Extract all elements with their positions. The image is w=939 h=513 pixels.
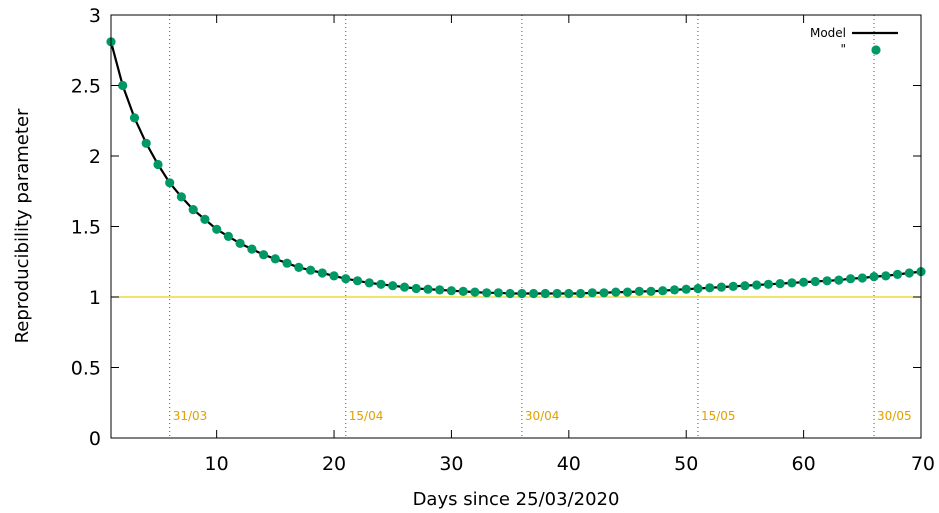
data-point	[541, 289, 550, 298]
data-point	[881, 271, 890, 280]
data-point	[412, 284, 421, 293]
legend-swatch-points	[871, 45, 880, 54]
x-tick-label: 30	[439, 453, 463, 475]
data-point	[224, 232, 233, 241]
data-point	[682, 285, 691, 294]
data-point	[247, 245, 256, 254]
data-point	[435, 285, 444, 294]
data-point	[729, 282, 738, 291]
axis-ticks: 0 0.5 1 1.5 2 2.5 3 10 20 30 40 50 60 70	[71, 5, 935, 475]
x-tick-label: 60	[792, 453, 816, 475]
plot-frame	[111, 15, 921, 438]
data-point	[635, 287, 644, 296]
legend: Model "	[810, 26, 898, 56]
data-point	[294, 263, 303, 272]
data-point	[283, 259, 292, 268]
data-point	[353, 276, 362, 285]
date-marker-label: 15/04	[349, 409, 384, 423]
data-point	[165, 178, 174, 187]
data-point	[588, 288, 597, 297]
data-point	[858, 273, 867, 282]
data-point	[470, 288, 479, 297]
data-point	[776, 279, 785, 288]
data-point	[388, 281, 397, 290]
data-point	[271, 254, 280, 263]
data-point	[506, 289, 515, 298]
data-point	[212, 225, 221, 234]
data-point	[376, 280, 385, 289]
data-point	[787, 278, 796, 287]
x-axis-title: Days since 25/03/2020	[413, 489, 620, 510]
data-point	[341, 274, 350, 283]
data-point	[670, 285, 679, 294]
y-tick-label: 2.5	[71, 76, 101, 98]
data-point	[200, 215, 209, 224]
y-tick-label: 1.5	[71, 217, 101, 239]
data-point	[811, 277, 820, 286]
y-axis-title: Reproducibility parameter	[12, 108, 33, 343]
x-tick-label: 20	[322, 453, 346, 475]
legend-label-points: "	[840, 42, 846, 56]
data-point	[834, 276, 843, 285]
data-point	[329, 271, 338, 280]
data-point	[717, 283, 726, 292]
data-point	[259, 250, 268, 259]
data-point	[705, 283, 714, 292]
data-point	[740, 281, 749, 290]
x-tick-label: 10	[205, 453, 229, 475]
data-point	[365, 278, 374, 287]
data-point	[869, 272, 878, 281]
date-marker-label: 30/05	[877, 409, 912, 423]
data-point	[799, 278, 808, 287]
data-point	[494, 288, 503, 297]
data-point	[189, 205, 198, 214]
model-line	[111, 42, 921, 294]
data-point	[693, 284, 702, 293]
data-point	[646, 287, 655, 296]
data-point	[130, 113, 139, 122]
data-point	[823, 276, 832, 285]
data-point	[764, 280, 773, 289]
data-point	[459, 287, 468, 296]
y-tick-label: 3	[89, 5, 101, 27]
data-point	[153, 160, 162, 169]
data-point	[553, 289, 562, 298]
data-point	[482, 288, 491, 297]
y-tick-label: 2	[89, 146, 101, 168]
data-point	[564, 289, 573, 298]
y-tick-label: 0.5	[71, 358, 101, 380]
data-point	[846, 274, 855, 283]
legend-label-model: Model	[810, 26, 846, 40]
data-point	[893, 270, 902, 279]
y-tick-label: 1	[89, 287, 101, 309]
series-group	[106, 37, 925, 298]
data-point	[599, 288, 608, 297]
data-point	[236, 239, 245, 248]
data-point	[177, 192, 186, 201]
x-tick-label: 40	[557, 453, 581, 475]
x-tick-label: 70	[911, 453, 935, 475]
data-point	[576, 289, 585, 298]
data-point	[529, 289, 538, 298]
x-tick-label: 50	[674, 453, 698, 475]
data-point	[752, 280, 761, 289]
data-point	[517, 289, 526, 298]
data-point	[658, 286, 667, 295]
data-point	[623, 288, 632, 297]
data-point	[306, 266, 315, 275]
data-point	[318, 268, 327, 277]
data-point	[905, 268, 914, 277]
data-point	[400, 283, 409, 292]
data-point	[611, 288, 620, 297]
data-point	[142, 139, 151, 148]
date-marker-label: 15/05	[701, 409, 736, 423]
data-point	[118, 81, 127, 90]
data-point	[447, 286, 456, 295]
date-markers: 31/03 15/04 30/04 15/05 30/05	[170, 15, 912, 438]
date-marker-label: 31/03	[173, 409, 208, 423]
date-marker-label: 30/04	[525, 409, 560, 423]
data-point	[423, 285, 432, 294]
y-tick-label: 0	[89, 428, 101, 450]
